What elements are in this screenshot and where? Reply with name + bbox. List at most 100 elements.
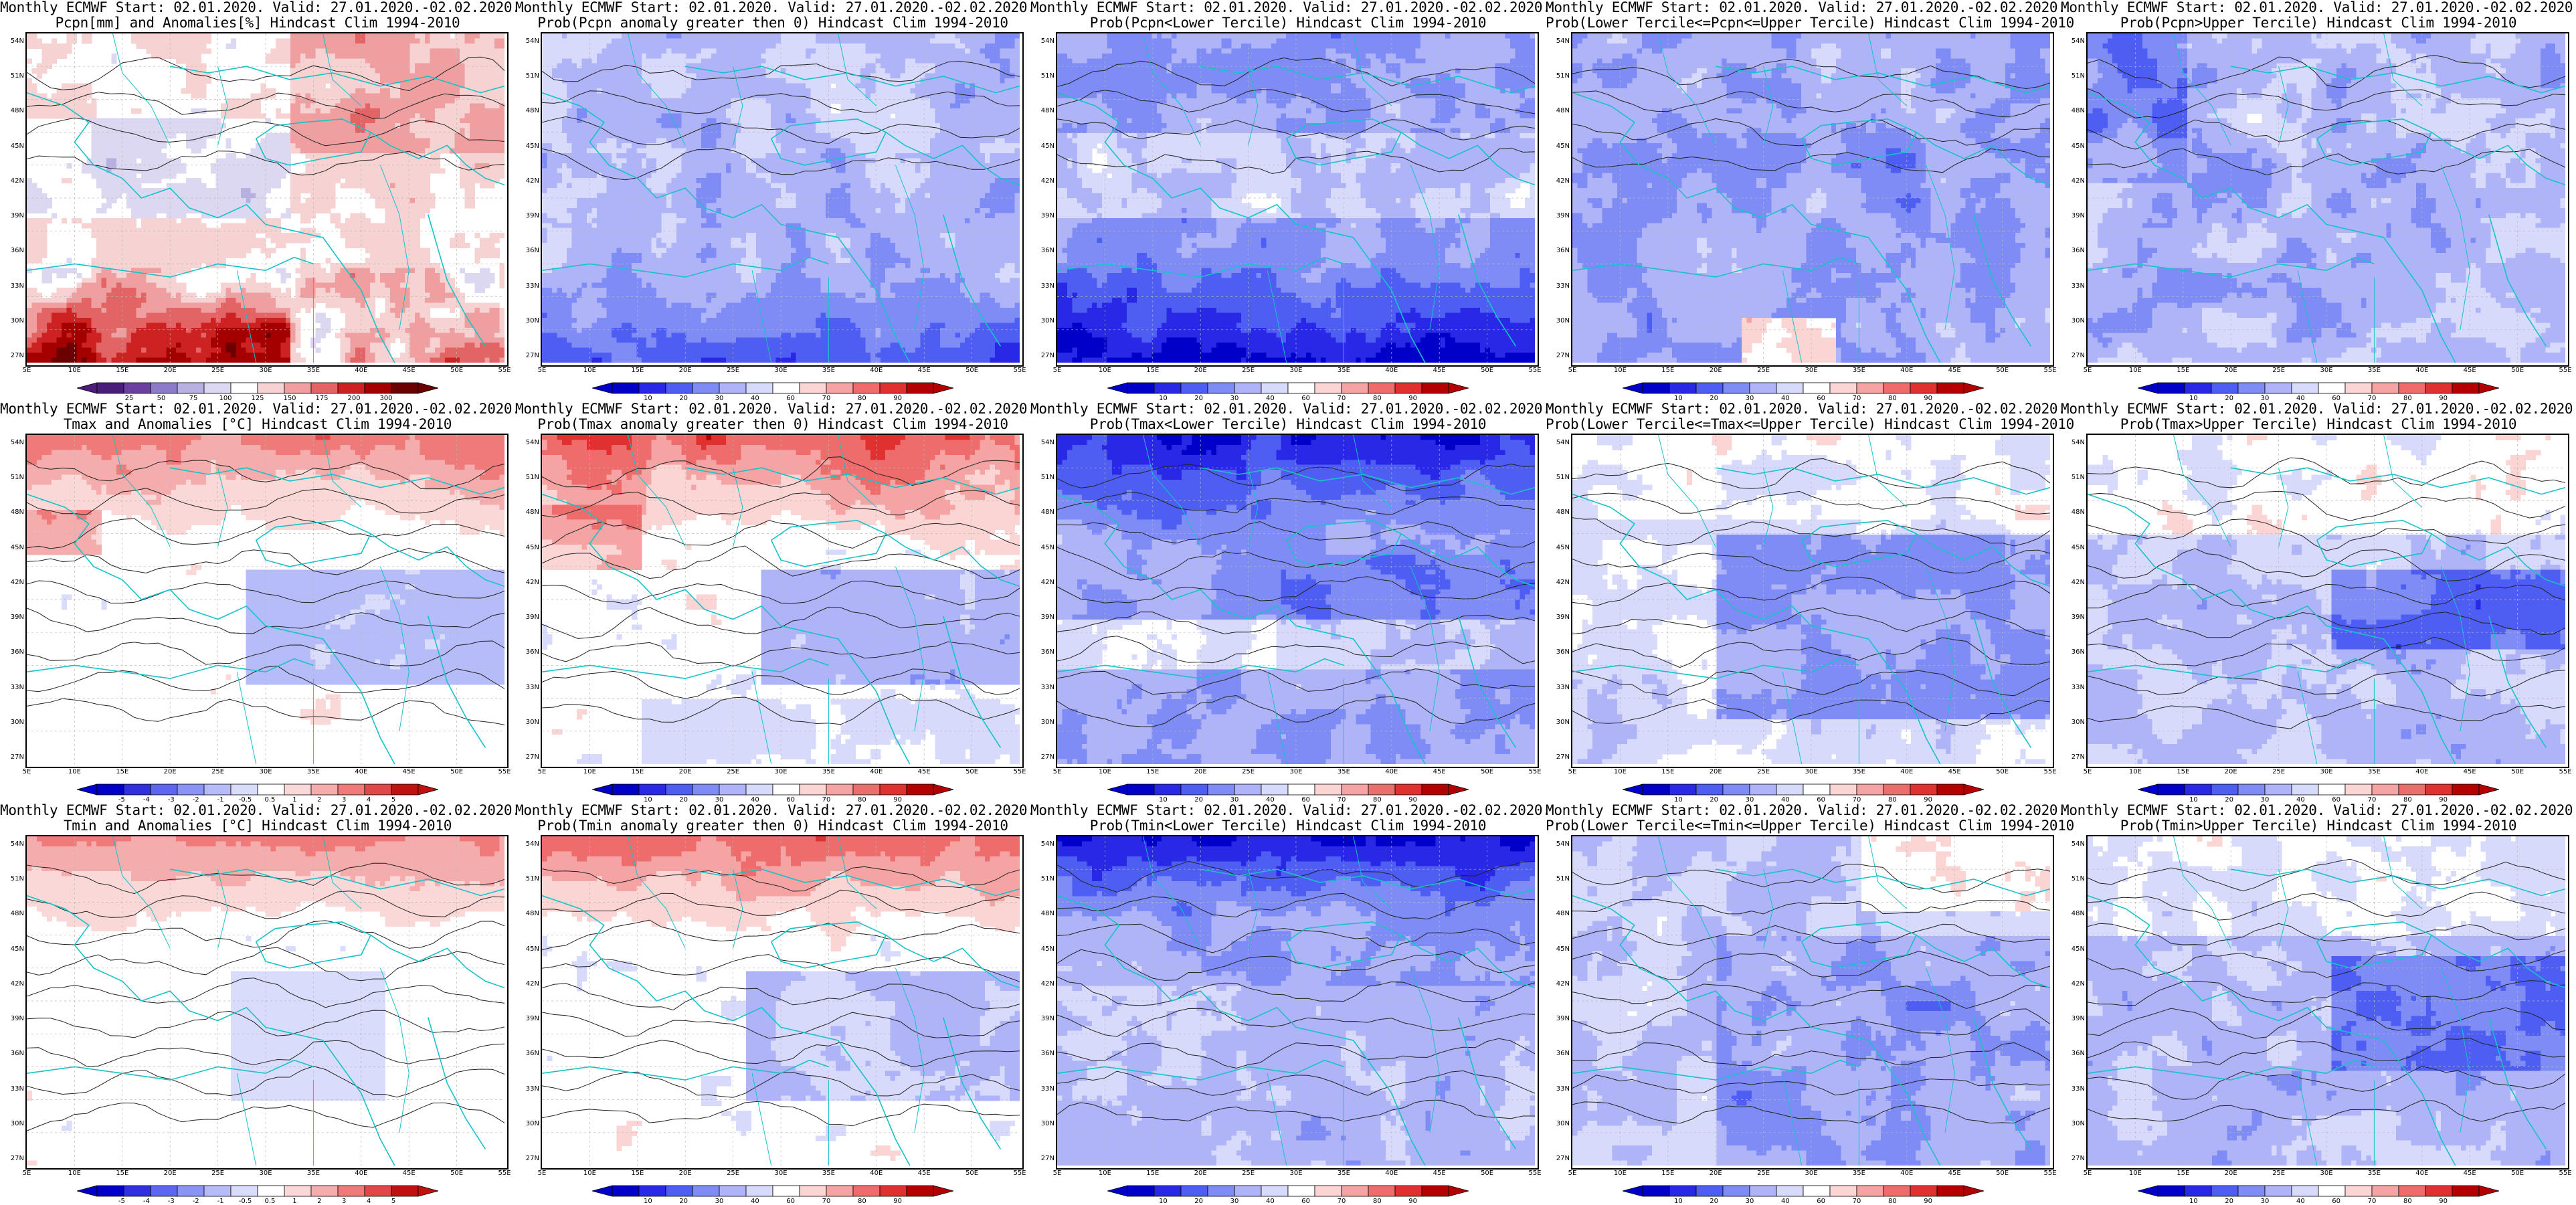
- lon-tick-label: 50E: [2504, 1170, 2531, 1177]
- lat-tick-label: 39N: [1, 1015, 24, 1022]
- lat-tick-label: 33N: [517, 282, 539, 290]
- colorbar-tick-label: -4: [133, 1198, 160, 1205]
- lon-tick-label: 25E: [2266, 367, 2292, 374]
- lat-tick-label: 36N: [1547, 648, 1570, 656]
- map-panel-pcpn-prob-lower: Monthly ECMWF Start: 02.01.2020. Valid: …: [1030, 0, 1546, 401]
- lon-tick-label: 5E: [1044, 367, 1071, 374]
- lat-tick-label: 45N: [517, 544, 539, 551]
- lon-tick-label: 5E: [529, 367, 555, 374]
- lon-tick-label: 35E: [1845, 367, 1872, 374]
- panel-title-line2: Prob(Lower Tercile<=Tmax<=Upper Tercile)…: [1546, 417, 2061, 432]
- map-frame: [1056, 835, 1539, 1170]
- map-frame: [2086, 434, 2569, 768]
- lat-tick-label: 36N: [1032, 648, 1054, 656]
- lon-tick-label: 25E: [1750, 367, 1777, 374]
- colorbar-tick-label: -2: [183, 1198, 209, 1205]
- lon-tick-label: 10E: [61, 367, 88, 374]
- lat-tick-label: 33N: [2062, 282, 2085, 290]
- lon-tick-label: 10E: [576, 367, 603, 374]
- lon-tick-label: 30E: [252, 768, 279, 775]
- lon-tick-label: 35E: [815, 367, 842, 374]
- lon-tick-label: 30E: [767, 768, 794, 775]
- lon-tick-label: 20E: [1702, 768, 1729, 775]
- lat-tick-label: 36N: [1, 648, 24, 656]
- lon-tick-label: 25E: [1235, 1170, 1262, 1177]
- map-frame: [1056, 434, 1539, 768]
- shaded-field: [27, 435, 504, 764]
- lat-tick-label: 30N: [1, 317, 24, 325]
- map-frame: [1571, 32, 2054, 367]
- lon-tick-label: 5E: [1559, 367, 1586, 374]
- lat-tick-label: 33N: [1032, 1085, 1054, 1093]
- lon-tick-label: 20E: [2217, 367, 2244, 374]
- lat-tick-label: 54N: [2062, 439, 2085, 446]
- colorbar-tick-label: 1: [281, 1198, 308, 1205]
- map-panel-pcpn-prob-gt0: Monthly ECMWF Start: 02.01.2020. Valid: …: [515, 0, 1030, 401]
- lat-tick-label: 36N: [1, 1050, 24, 1057]
- colorbar-tick-label: 30: [706, 1198, 733, 1205]
- lon-tick-label: 30E: [252, 1170, 279, 1177]
- panel-title-line2: Tmin and Anomalies [°C] Hindcast Clim 19…: [0, 818, 515, 834]
- lon-tick-label: 5E: [13, 367, 40, 374]
- colorbar-tick-label: 90: [885, 1198, 911, 1205]
- lat-tick-label: 51N: [2062, 72, 2085, 80]
- lon-tick-label: 10E: [1606, 768, 1633, 775]
- lon-tick-label: 40E: [1378, 1170, 1405, 1177]
- panel-title: Monthly ECMWF Start: 02.01.2020. Valid: …: [0, 401, 515, 432]
- lon-tick-label: 30E: [1798, 1170, 1825, 1177]
- lat-tick-label: 36N: [2062, 247, 2085, 254]
- lat-tick-label: 45N: [517, 945, 539, 953]
- lon-tick-label: 10E: [1606, 1170, 1633, 1177]
- colorbar-tick-label: 40: [2287, 1198, 2314, 1205]
- panel-title-line1: Monthly ECMWF Start: 02.01.2020. Valid: …: [515, 401, 1030, 417]
- lon-tick-label: 10E: [61, 768, 88, 775]
- lat-tick-label: 36N: [1032, 247, 1054, 254]
- panel-title-line2: Prob(Tmin anomaly greater then 0) Hindca…: [515, 818, 1030, 834]
- lat-tick-label: 51N: [517, 875, 539, 883]
- shaded-field: [27, 836, 504, 1166]
- lat-tick-label: 30N: [2062, 317, 2085, 325]
- map-frame: [541, 32, 1024, 367]
- lat-tick-label: 39N: [1032, 614, 1054, 621]
- colorbar-tick-label: 3: [331, 1198, 357, 1205]
- lat-tick-label: 30N: [1032, 1120, 1054, 1127]
- colorbar-tick-label: 30: [1736, 1198, 1763, 1205]
- lat-tick-label: 54N: [2062, 840, 2085, 848]
- colorbar-tick-label: 90: [1400, 1198, 1427, 1205]
- lat-tick-label: 48N: [1, 107, 24, 114]
- map-frame: [541, 434, 1024, 768]
- lat-tick-label: 33N: [1, 1085, 24, 1093]
- lon-tick-label: 55E: [491, 367, 518, 374]
- map-panel-tmax-prob-middle: Monthly ECMWF Start: 02.01.2020. Valid: …: [1546, 401, 2061, 803]
- lat-tick-label: 51N: [517, 72, 539, 80]
- lat-tick-label: 27N: [1, 1155, 24, 1162]
- lat-tick-label: 45N: [1, 945, 24, 953]
- lon-tick-label: 45E: [911, 1170, 937, 1177]
- lat-tick-label: 33N: [1032, 684, 1054, 691]
- lat-tick-label: 27N: [2062, 352, 2085, 359]
- colorbar-tick-label: 5: [380, 1198, 407, 1205]
- lon-tick-label: 35E: [2361, 768, 2387, 775]
- lon-tick-label: 50E: [1989, 768, 2016, 775]
- lat-tick-label: 48N: [1032, 508, 1054, 516]
- lat-tick-label: 54N: [1032, 840, 1054, 848]
- panel-title-line1: Monthly ECMWF Start: 02.01.2020. Valid: …: [0, 0, 515, 15]
- lon-tick-label: 5E: [13, 1170, 40, 1177]
- lon-tick-label: 5E: [13, 768, 40, 775]
- lat-tick-label: 42N: [1032, 980, 1054, 988]
- lon-tick-label: 35E: [300, 768, 327, 775]
- lon-tick-label: 25E: [1235, 768, 1262, 775]
- lat-tick-label: 42N: [1032, 579, 1054, 586]
- lon-tick-label: 5E: [1044, 1170, 1071, 1177]
- lon-tick-label: 35E: [815, 768, 842, 775]
- shaded-field: [1057, 33, 1535, 363]
- lat-tick-label: 54N: [517, 439, 539, 446]
- lon-tick-label: 50E: [444, 1170, 470, 1177]
- lat-tick-label: 27N: [1032, 1155, 1054, 1162]
- lat-tick-label: 36N: [1547, 247, 1570, 254]
- lat-tick-label: 30N: [517, 1120, 539, 1127]
- panel-title-line1: Monthly ECMWF Start: 02.01.2020. Valid: …: [0, 803, 515, 818]
- lat-tick-label: 48N: [1547, 107, 1570, 114]
- lat-tick-label: 54N: [1, 439, 24, 446]
- lat-tick-label: 45N: [1, 544, 24, 551]
